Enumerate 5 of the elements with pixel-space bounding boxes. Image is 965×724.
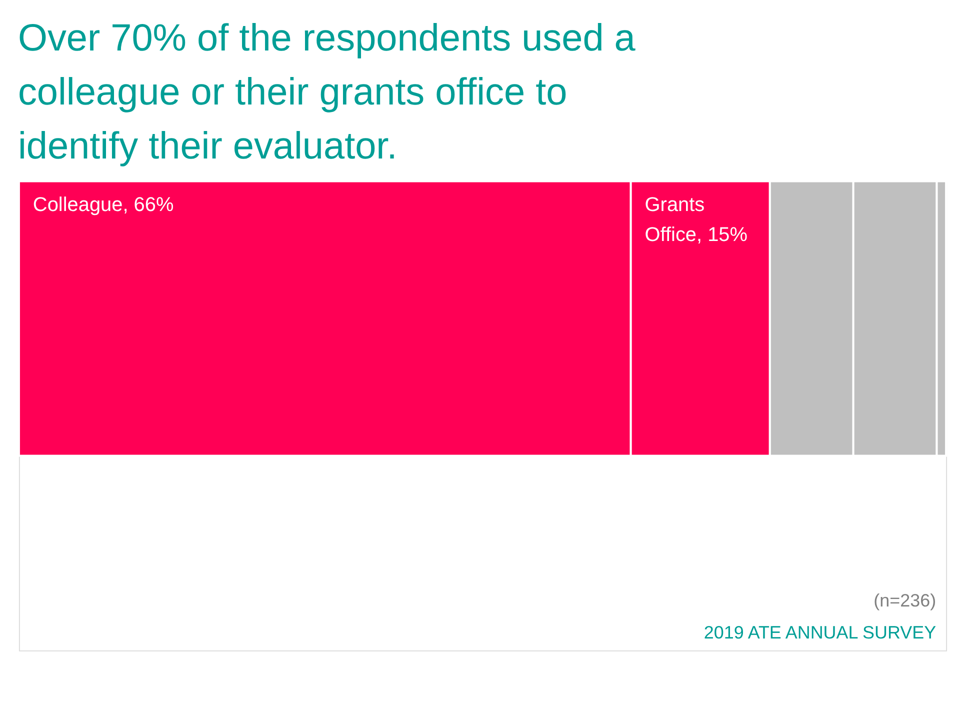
data-label: Grants Office, 15% bbox=[644, 194, 748, 246]
text: (n=236) bbox=[874, 590, 936, 610]
data-label: Colleague, 66% bbox=[32, 194, 174, 216]
text: 2019 ATE ANNUAL SURVEY bbox=[704, 622, 936, 642]
chart-title: Over 70% of the respondents used a colleague or their grants office to identify their evaluator. bbox=[18, 18, 636, 168]
